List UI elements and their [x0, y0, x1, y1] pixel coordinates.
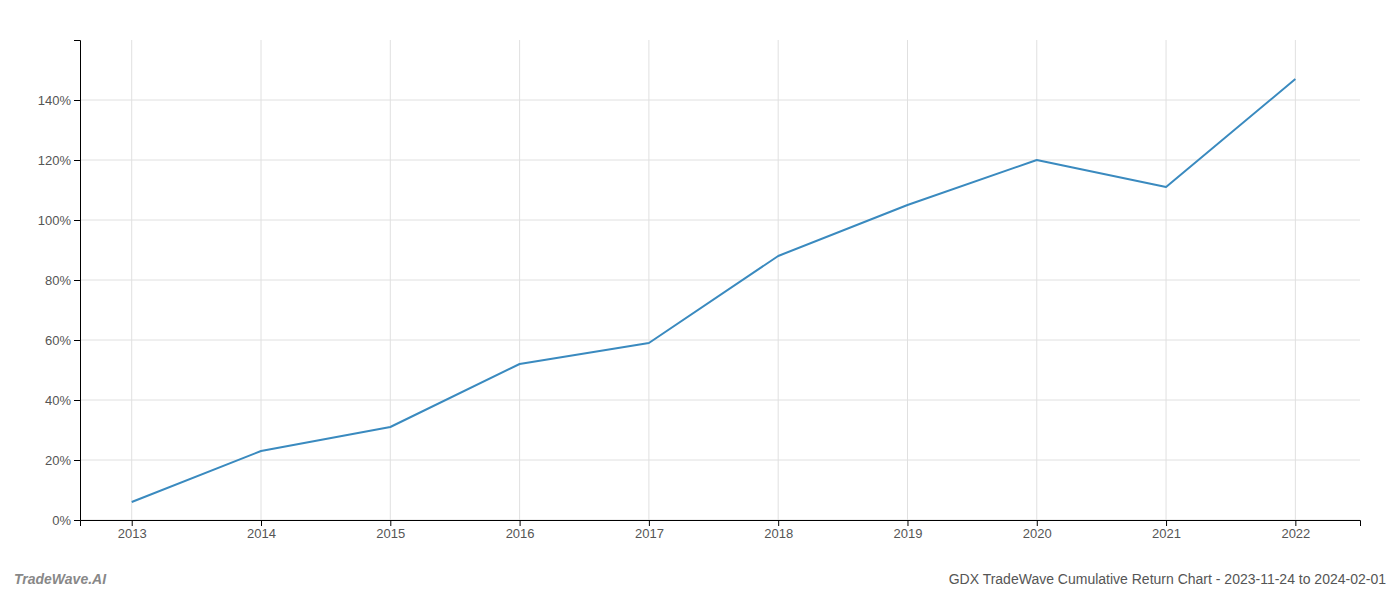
tick: 80%	[45, 273, 80, 288]
tick-label: 2014	[247, 526, 276, 541]
tick-label: 2017	[635, 526, 664, 541]
tick: 0%	[52, 513, 80, 528]
annotation: TradeWave.AI	[14, 571, 107, 587]
grid-line-y	[80, 340, 1360, 341]
axis-line	[81, 521, 1361, 527]
title: GDX TradeWave Cumulative Return Chart - …	[949, 571, 1387, 587]
tick: 20%	[45, 453, 80, 468]
grid-line-x	[1166, 40, 1167, 520]
grid-line-x	[261, 40, 262, 520]
line	[132, 79, 1296, 502]
tick-mark	[261, 520, 262, 526]
grid-line-y	[80, 100, 1360, 101]
tick-label: 80%	[45, 273, 71, 288]
grid-line-x	[778, 40, 779, 520]
tick-label: 2022	[1281, 526, 1310, 541]
grid-line-x	[1036, 40, 1037, 520]
chart: 2013 2014 2015 2016 2017 2018 2019 2020 2021 2022…	[0, 0, 1400, 600]
tick: 2017	[635, 520, 664, 541]
grid-line-y	[80, 160, 1360, 161]
tick-mark	[778, 520, 779, 526]
tick: 2015	[376, 520, 405, 541]
tick-label: 2015	[376, 526, 405, 541]
grid-line-x	[390, 40, 391, 520]
tick: 2016	[506, 520, 535, 541]
tick-mark	[520, 520, 521, 526]
tick-label: 2018	[764, 526, 793, 541]
x-axis: 2013 2014 2015 2016 2017 2018 2019 2020 2021 2022	[81, 520, 1361, 541]
tick: 2018	[764, 520, 793, 541]
grid-line-y	[80, 280, 1360, 281]
tick-label: 2019	[894, 526, 923, 541]
grid	[80, 40, 1360, 520]
tick-label: 2020	[1023, 526, 1052, 541]
tick-label: 20%	[45, 453, 71, 468]
tick-mark	[390, 520, 391, 526]
tick-mark	[74, 100, 80, 101]
tick: 60%	[45, 333, 80, 348]
grid-line-x	[907, 40, 908, 520]
tick: 2014	[247, 520, 276, 541]
tick-mark	[74, 400, 80, 401]
grid-line-y	[80, 220, 1360, 221]
axis-line	[74, 41, 81, 521]
grid-line-x	[1295, 40, 1296, 520]
tick: 2020	[1023, 520, 1052, 541]
tick: 2019	[894, 520, 923, 541]
plot: 2013 2014 2015 2016 2017 2018 2019 2020 2021 2022…	[38, 40, 1361, 541]
tick: 2013	[118, 520, 147, 541]
grid-line-x	[131, 40, 132, 520]
y-axis: 0% 20% 40% 60% 80% 100% 120% 140%	[38, 41, 81, 528]
tick-mark	[907, 520, 908, 526]
tick: 2021	[1152, 520, 1181, 541]
tick-mark	[1166, 520, 1167, 526]
tick: 40%	[45, 393, 80, 408]
tick-label: 2013	[118, 526, 147, 541]
tick-mark	[74, 520, 80, 521]
grid-line-y	[80, 400, 1360, 401]
tick-mark	[74, 220, 80, 221]
tick-label: 2021	[1152, 526, 1181, 541]
tick-mark	[1037, 520, 1038, 526]
tick-label: 0%	[52, 513, 71, 528]
tick-label: 100%	[38, 213, 72, 228]
tick-label: 2016	[506, 526, 535, 541]
tick-label: 140%	[38, 93, 72, 108]
tick-mark	[1295, 520, 1296, 526]
marks	[132, 79, 1296, 502]
grid-line-x	[519, 40, 520, 520]
tick-mark	[74, 280, 80, 281]
grid-line-y	[80, 460, 1360, 461]
tick-mark	[74, 460, 80, 461]
tick-mark	[649, 520, 650, 526]
tick-label: 40%	[45, 393, 71, 408]
tick-label: 60%	[45, 333, 71, 348]
tick: 140%	[38, 93, 80, 108]
grid-line-x	[648, 40, 649, 520]
tick-label: 120%	[38, 153, 72, 168]
tick-mark	[74, 340, 80, 341]
tick: 2022	[1281, 520, 1310, 541]
tick-mark	[74, 160, 80, 161]
tick-mark	[132, 520, 133, 526]
tick: 100%	[38, 213, 80, 228]
tick: 120%	[38, 153, 80, 168]
